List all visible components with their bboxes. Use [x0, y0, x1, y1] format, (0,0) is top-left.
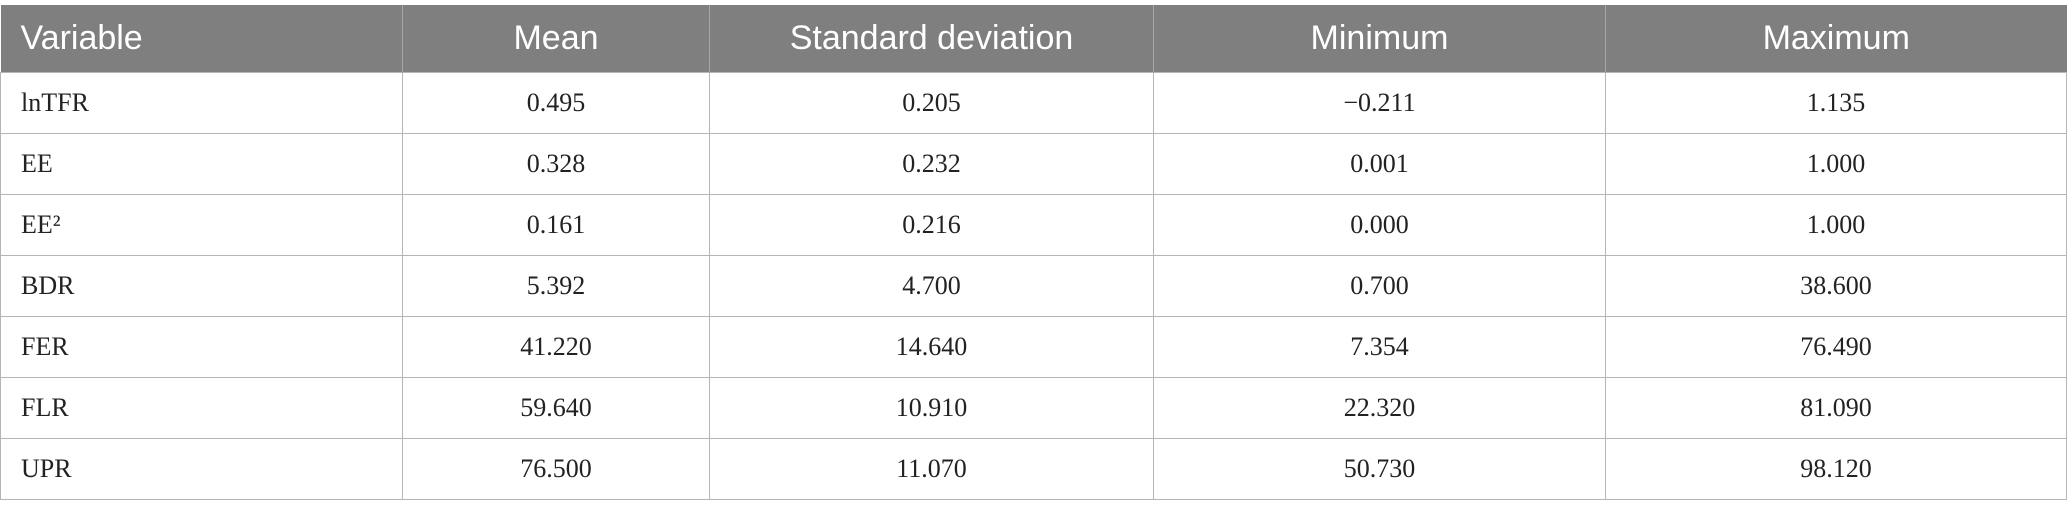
- value-cell: 1.135: [1605, 72, 2067, 134]
- value-cell: 0.495: [402, 72, 710, 134]
- value-cell: 1.000: [1605, 194, 2067, 256]
- variable-cell: EE: [0, 133, 403, 195]
- value-cell: 0.328: [402, 133, 710, 195]
- value-cell: 10.910: [709, 377, 1154, 439]
- value-cell: 50.730: [1153, 438, 1606, 500]
- variable-cell: FER: [0, 316, 403, 378]
- header-cell: Minimum: [1153, 5, 1606, 73]
- table-body: lnTFR 0.495 0.205 −0.211 1.135 EE 0.328 0.232 0.…: [0, 72, 2067, 500]
- value-cell: 14.640: [709, 316, 1154, 378]
- value-cell: 76.500: [402, 438, 710, 500]
- value-cell: 7.354: [1153, 316, 1606, 378]
- table-row: UPR 76.500 11.070 50.730 98.120: [0, 438, 2067, 500]
- stats-table: Variable Mean Standard deviation Minimum Max…: [0, 5, 2067, 500]
- value-cell: 98.120: [1605, 438, 2067, 500]
- value-cell: 1.000: [1605, 133, 2067, 195]
- table-row: lnTFR 0.495 0.205 −0.211 1.135: [0, 72, 2067, 134]
- table-row: EE² 0.161 0.216 0.000 1.000: [0, 194, 2067, 256]
- table-row: BDR 5.392 4.700 0.700 38.600: [0, 255, 2067, 317]
- value-cell: 22.320: [1153, 377, 1606, 439]
- variable-cell: BDR: [0, 255, 403, 317]
- value-cell: 59.640: [402, 377, 710, 439]
- value-cell: 0.001: [1153, 133, 1606, 195]
- header-cell: Variable: [0, 5, 403, 73]
- value-cell: 5.392: [402, 255, 710, 317]
- table-row: EE 0.328 0.232 0.001 1.000: [0, 133, 2067, 195]
- value-cell: 0.232: [709, 133, 1154, 195]
- variable-cell: lnTFR: [0, 72, 403, 134]
- value-cell: 0.000: [1153, 194, 1606, 256]
- value-cell: 11.070: [709, 438, 1154, 500]
- variable-cell: EE²: [0, 194, 403, 256]
- header-cell: Standard deviation: [709, 5, 1154, 73]
- table-row: FER 41.220 14.640 7.354 76.490: [0, 316, 2067, 378]
- value-cell: 38.600: [1605, 255, 2067, 317]
- value-cell: 4.700: [709, 255, 1154, 317]
- header-row: Variable Mean Standard deviation Minimum Max…: [0, 5, 2067, 73]
- table-row: FLR 59.640 10.910 22.320 81.090: [0, 377, 2067, 439]
- value-cell: −0.211: [1153, 72, 1606, 134]
- variable-cell: UPR: [0, 438, 403, 500]
- table-header: Variable Mean Standard deviation Minimum Max…: [0, 5, 2067, 73]
- variable-cell: FLR: [0, 377, 403, 439]
- value-cell: 0.700: [1153, 255, 1606, 317]
- header-cell: Maximum: [1605, 5, 2067, 73]
- value-cell: 0.205: [709, 72, 1154, 134]
- header-cell: Mean: [402, 5, 710, 73]
- value-cell: 76.490: [1605, 316, 2067, 378]
- value-cell: 41.220: [402, 316, 710, 378]
- value-cell: 0.216: [709, 194, 1154, 256]
- value-cell: 0.161: [402, 194, 710, 256]
- value-cell: 81.090: [1605, 377, 2067, 439]
